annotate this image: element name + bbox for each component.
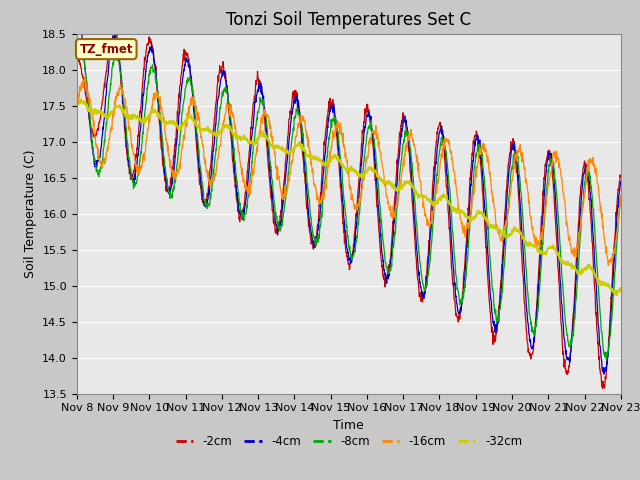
Text: TZ_fmet: TZ_fmet	[79, 43, 133, 56]
-32cm	[617, 288, 625, 294]
-4cm	[505, 176, 513, 181]
-16cm	[617, 193, 625, 199]
-4cm	[73, 21, 81, 27]
Line: -2cm: -2cm	[77, 25, 621, 388]
-8cm	[553, 190, 561, 195]
-16cm	[553, 148, 561, 154]
-32cm	[612, 292, 620, 298]
Line: -8cm: -8cm	[77, 43, 621, 360]
-2cm	[195, 161, 202, 167]
-8cm	[617, 193, 625, 199]
-32cm	[77, 96, 84, 102]
-16cm	[181, 130, 189, 135]
-16cm	[81, 74, 89, 80]
-4cm	[195, 151, 202, 156]
-16cm	[73, 106, 81, 111]
-32cm	[73, 103, 81, 108]
-8cm	[434, 168, 442, 173]
-8cm	[195, 141, 202, 146]
-4cm	[600, 371, 608, 377]
-32cm	[255, 132, 263, 138]
-2cm	[255, 82, 263, 87]
-2cm	[434, 131, 442, 136]
Y-axis label: Soil Temperature (C): Soil Temperature (C)	[24, 149, 36, 278]
-4cm	[255, 85, 263, 91]
-2cm	[73, 57, 81, 63]
-4cm	[553, 210, 561, 216]
-8cm	[603, 357, 611, 363]
-8cm	[505, 205, 513, 211]
-16cm	[195, 113, 202, 119]
Title: Tonzi Soil Temperatures Set C: Tonzi Soil Temperatures Set C	[226, 11, 472, 29]
-2cm	[553, 233, 561, 239]
-2cm	[617, 173, 625, 179]
-2cm	[109, 22, 117, 28]
-2cm	[505, 162, 513, 168]
-32cm	[505, 232, 513, 238]
-32cm	[195, 124, 202, 130]
-32cm	[434, 201, 442, 207]
-32cm	[553, 248, 561, 254]
X-axis label: Time: Time	[333, 419, 364, 432]
-4cm	[74, 19, 81, 24]
Line: -32cm: -32cm	[77, 99, 621, 295]
-8cm	[255, 106, 263, 112]
-2cm	[599, 385, 607, 391]
Line: -4cm: -4cm	[77, 22, 621, 374]
Line: -16cm: -16cm	[77, 77, 621, 265]
-4cm	[181, 63, 189, 69]
-8cm	[73, 56, 81, 62]
Legend: -2cm, -4cm, -8cm, -16cm, -32cm: -2cm, -4cm, -8cm, -16cm, -32cm	[171, 430, 527, 453]
-2cm	[181, 51, 189, 57]
-16cm	[255, 135, 263, 141]
-16cm	[434, 182, 442, 188]
-32cm	[181, 120, 189, 126]
-4cm	[617, 179, 625, 184]
-4cm	[434, 142, 442, 148]
-8cm	[181, 89, 189, 95]
-16cm	[505, 202, 513, 208]
-8cm	[76, 40, 83, 46]
-16cm	[605, 263, 612, 268]
